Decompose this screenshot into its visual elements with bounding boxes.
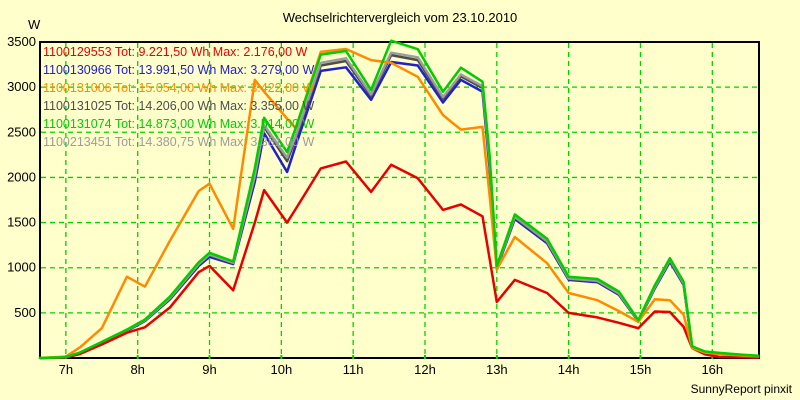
x-tick-label: 8h	[130, 362, 144, 377]
x-tick-label: 10h	[270, 362, 292, 377]
y-tick-label: 500	[14, 305, 36, 320]
x-tick-label: 11h	[343, 362, 364, 377]
y-tick-label: 3500	[7, 34, 36, 49]
watermark-label: SunnyReport pinxit	[690, 382, 792, 396]
legend-entry: 1100131025 Tot: 14.206,00 Wh Max: 3.355,…	[43, 99, 314, 113]
x-tick-label: 12h	[414, 362, 436, 377]
x-tick-label: 9h	[202, 362, 216, 377]
y-tick-label: 2000	[7, 169, 36, 184]
series-line-1100131006	[38, 47, 760, 360]
series-line-1100129553	[38, 160, 760, 360]
y-tick-label: 3000	[7, 79, 36, 94]
legend-entry: 1100131074 Tot: 14.873,00 Wh Max: 3.514,…	[43, 117, 314, 131]
chart-title: Wechselrichtervergleich vom 23.10.2010	[282, 10, 518, 25]
y-tick-label: 2500	[7, 124, 36, 139]
x-tick-label: 15h	[630, 362, 652, 377]
legend-entry: 1100213451 Tot: 14.380,75 Wh Max: 3.381,…	[43, 135, 314, 149]
plot-border	[39, 41, 760, 359]
y-axis-unit-label: W	[28, 17, 41, 32]
x-tick-label: 13h	[486, 362, 508, 377]
x-tick-label: 16h	[701, 362, 723, 377]
x-tick-label: 7h	[59, 362, 73, 377]
series-line-1100131074	[38, 39, 760, 360]
legend-entry: 1100130966 Tot: 13.991,50 Wh Max: 3.279,…	[43, 63, 314, 77]
y-tick-label: 1000	[7, 260, 36, 275]
x-tick-label: 14h	[558, 362, 580, 377]
y-tick-label: 1500	[7, 215, 36, 230]
legend-entry: 1100129553 Tot: 9.221,50 Wh Max: 2.176,0…	[43, 45, 308, 59]
legend-entry: 1100131006 Tot: 15.054,00 Wh Max: 3.422,…	[43, 81, 314, 95]
